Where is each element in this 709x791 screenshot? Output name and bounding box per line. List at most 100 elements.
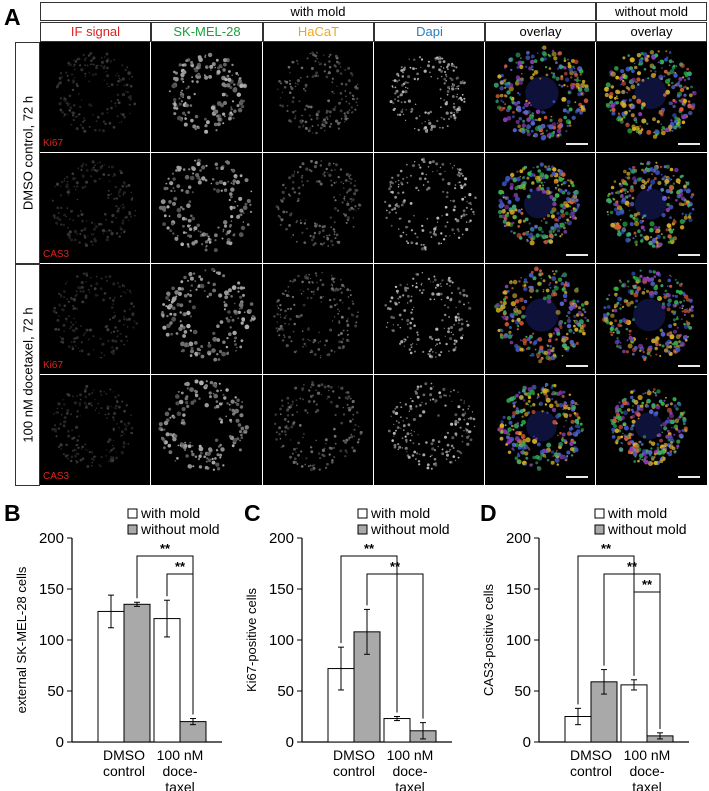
micrograph-r2-c6 [596,153,707,263]
y-tick-label: 100 [506,632,531,649]
x-tick-label: doce- [162,763,197,779]
x-tick-label: taxel [165,779,195,791]
x-tick-label: DMSO [103,747,145,763]
y-axis-label: CAS3-positive cells [481,584,496,696]
bar [97,610,125,743]
micrograph-r3-c5 [485,264,595,374]
panel-letter-d: D [480,500,497,526]
scale-bar [678,365,700,367]
x-tick-label: doce- [392,763,427,779]
micrograph-r1-c5 [485,42,595,152]
micrograph-r3-c2 [151,264,262,374]
micrograph-r4-c4 [374,375,484,485]
legend-label: with mold [607,505,667,521]
legend-label: with mold [140,505,200,521]
microscopy-image-grid: Ki67 CAS3 Ki67 CAS3 [40,42,707,486]
x-tick-label: control [570,763,612,779]
micrograph-r3-c1: Ki67 [40,264,150,374]
significance-label: ** [364,541,375,556]
row-group-dmso: DMSO control, 72 h [15,42,40,264]
row-group-label-docetaxel: 100 nM docetaxel, 72 h [20,307,35,443]
x-tick-label: taxel [395,779,425,791]
x-tick-label: taxel [632,779,662,791]
panel-letter-a: A [4,4,21,30]
micrograph-r3-c6 [596,264,707,374]
column-header-if-signal: IF signal [40,22,151,42]
y-tick-label: 50 [514,683,531,700]
micrograph-r1-c3 [263,42,373,152]
legend-swatch [127,524,138,535]
stain-label: Ki67 [43,360,64,371]
column-header-dapi: Dapi [374,22,485,42]
stain-label: CAS3 [43,471,70,482]
scale-bar [678,254,700,256]
y-axis-label: external SK-MEL-28 cells [14,566,29,713]
x-tick-label: DMSO [333,747,375,763]
scale-bar [566,254,588,256]
legend-label: without mold [140,521,220,537]
significance-bracket [340,555,398,713]
scale-bar [566,365,588,367]
y-tick-label: 150 [269,581,294,598]
legend-swatch [127,508,138,519]
micrograph-r1-c4 [374,42,484,152]
bar [383,718,411,743]
y-tick-label: 100 [39,632,64,649]
y-tick-label: 0 [56,734,64,751]
y-tick-label: 150 [39,581,64,598]
column-header-overlay-without-mold: overlay [596,22,707,42]
significance-label: ** [390,559,401,574]
x-tick-label: DMSO [570,747,612,763]
x-tick-label: 100 nM [157,747,204,763]
micrograph-r4-c2 [151,375,262,485]
significance-bracket [366,573,424,719]
y-tick-label: 150 [506,581,531,598]
scale-bar [566,143,588,145]
bar [620,684,648,743]
scale-bar [678,476,700,478]
chart-c: 0 50 100 150 200 Ki67-positive cells DMSOcontr… [244,505,452,791]
micrograph-r2-c4 [374,153,484,263]
significance-bracket [633,591,661,729]
chart-d: 0 50 100 150 200 CAS3-positive cells DMSOcontr… [481,505,689,791]
significance-label: ** [160,541,171,556]
micrograph-r1-c1: Ki67 [40,42,150,152]
legend-label: without mold [607,521,687,537]
y-tick-label: 50 [47,683,64,700]
panel-letter-c: C [244,500,261,526]
x-tick-label: control [333,763,375,779]
column-header-hacat: HaCaT [263,22,374,42]
micrograph-r2-c3 [263,153,373,263]
significance-label: ** [642,577,653,592]
y-tick-label: 50 [277,683,294,700]
legend-label: without mold [370,521,450,537]
significance-label: ** [601,541,612,556]
micrograph-r2-c5 [485,153,595,263]
x-tick-label: doce- [629,763,664,779]
y-tick-label: 200 [506,530,531,547]
y-tick-label: 0 [523,734,531,751]
micrograph-r2-c2 [151,153,262,263]
micrograph-r4-c6 [596,375,707,485]
stain-label: Ki67 [43,138,64,149]
header-with-mold: with mold [40,2,596,21]
bar [123,603,151,743]
micrograph-r3-c4 [374,264,484,374]
x-tick-label: control [103,763,145,779]
y-tick-label: 200 [39,530,64,547]
panel-letter-b: B [4,500,21,526]
micrograph-r4-c1: CAS3 [40,375,150,485]
header-without-mold: without mold [596,2,707,21]
legend-swatch [357,524,368,535]
scale-bar [678,143,700,145]
y-tick-label: 200 [269,530,294,547]
micrograph-r1-c2 [151,42,262,152]
x-tick-label: 100 nM [387,747,434,763]
micrograph-r1-c6 [596,42,707,152]
significance-bracket [166,573,194,715]
y-tick-label: 0 [286,734,294,751]
significance-label: ** [627,559,638,574]
significance-label: ** [175,559,186,574]
row-group-docetaxel: 100 nM docetaxel, 72 h [15,264,40,486]
micrograph-r2-c1: CAS3 [40,153,150,263]
